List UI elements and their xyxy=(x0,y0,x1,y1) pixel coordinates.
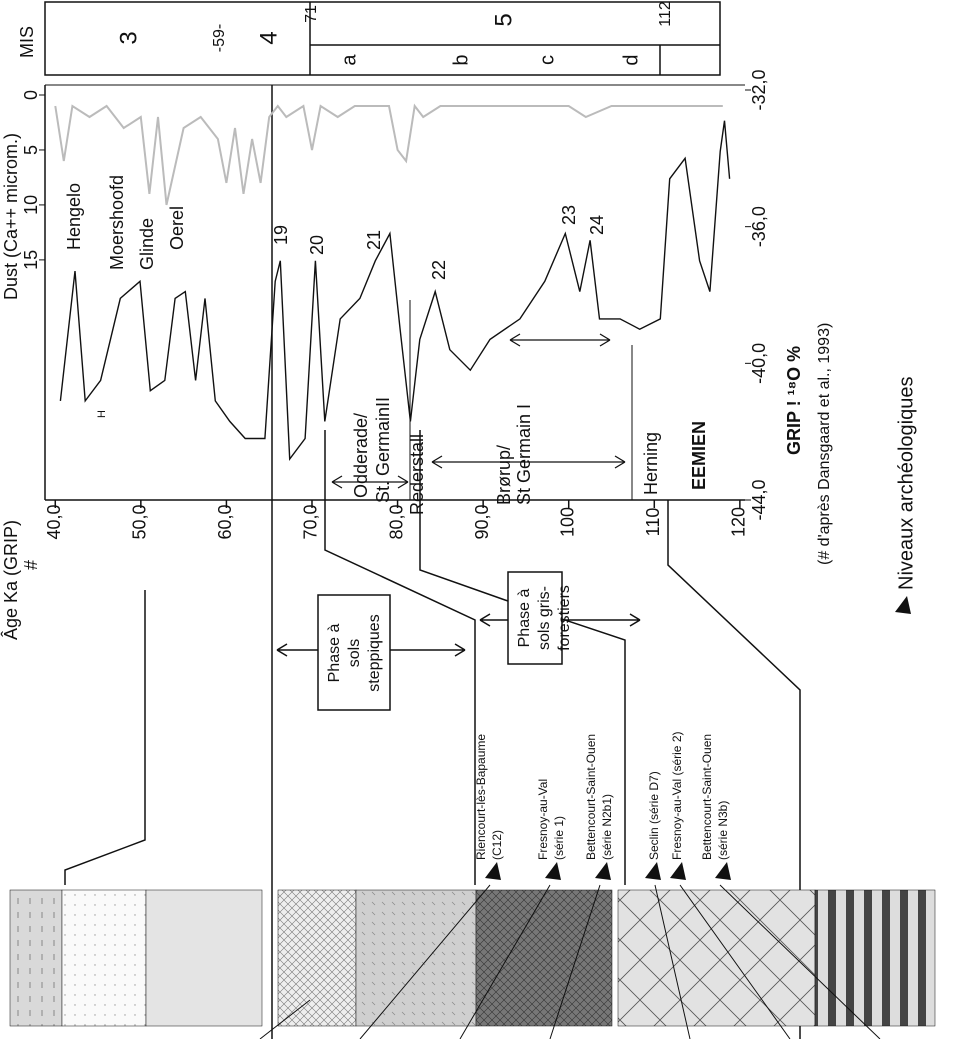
x-tick-label: 80,0 xyxy=(386,504,406,539)
annotation: Brørup/ xyxy=(494,445,514,505)
phase-label: sols gris- xyxy=(536,586,553,650)
x-tick-label: 40,0 xyxy=(44,504,64,539)
site-label: (C12) xyxy=(490,830,504,860)
phase-label: Phase à xyxy=(516,589,533,648)
x-tick-label: 50,0 xyxy=(130,504,150,539)
mis-substage: d xyxy=(620,54,642,65)
site-label: (série N2b1) xyxy=(600,794,614,860)
mis-substage: b xyxy=(450,54,472,65)
mis-title: MIS xyxy=(17,26,37,58)
mis-stage: 3 xyxy=(115,31,142,44)
mis-boundary: 71 xyxy=(303,5,320,23)
x-axis-mark: # xyxy=(21,560,41,570)
y2-tick-label: 15 xyxy=(21,250,41,270)
site-label: Bettencourt-Saint-Ouen xyxy=(584,734,598,860)
annotation: Rederstall xyxy=(407,434,427,515)
annotation: 20 xyxy=(307,235,327,255)
y-tick-label: -32,0 xyxy=(749,69,769,110)
site-label: Seclin (série D7) xyxy=(647,771,661,860)
y2-axis-title: Dust (Ca++ microm.) xyxy=(1,133,21,300)
mis-stage: 5 xyxy=(490,13,517,26)
annotation: H xyxy=(96,410,108,418)
y-tick-label: -44,0 xyxy=(749,479,769,520)
mis-substage: a xyxy=(338,54,360,66)
y2-tick-label: 5 xyxy=(21,145,41,155)
site-label: (série N3b) xyxy=(716,801,730,860)
annotation: Herning xyxy=(641,432,661,495)
annotation: EEMIEN xyxy=(689,421,709,490)
annotation: Odderade/ xyxy=(351,413,371,498)
series-line xyxy=(54,103,723,206)
x-tick-label: 90,0 xyxy=(472,504,492,539)
annotation: 21 xyxy=(364,230,384,250)
legend-label: Niveaux archéologiques xyxy=(895,377,917,590)
x-axis-title: Âge Ka (GRIP) xyxy=(1,520,21,640)
annotation: Hengelo xyxy=(64,183,84,250)
series-line xyxy=(59,120,731,461)
annotation: St Germain I xyxy=(514,404,534,505)
annotation: 19 xyxy=(271,225,291,245)
annotation: St. GermainII xyxy=(373,397,393,503)
x-tick-label: 110 xyxy=(643,508,663,537)
annotation: 22 xyxy=(429,260,449,280)
y-axis-title: GRIP ! ¹⁸O % xyxy=(784,346,804,455)
phase-label: sols xyxy=(346,639,363,667)
mis-stage: 4 xyxy=(255,31,282,44)
x-tick-label: 70,0 xyxy=(301,504,321,539)
annotation: 23 xyxy=(559,205,579,225)
site-label: Bettencourt-Saint-Ouen xyxy=(700,734,714,860)
mis-boundary: -59- xyxy=(211,24,228,52)
phase-label: forestiers xyxy=(556,585,573,651)
y-tick-label: -40,0 xyxy=(749,343,769,384)
site-label: Riencourt-lès-Bapaume xyxy=(474,734,488,860)
annotation: 24 xyxy=(587,215,607,235)
annotation: Moershoofd xyxy=(107,175,127,270)
y2-tick-label: 0 xyxy=(21,90,41,100)
source-note: (# d'après Dansgaard et al., 1993) xyxy=(816,323,833,565)
annotation: Glinde xyxy=(137,218,157,270)
x-tick-label: 100 xyxy=(557,507,577,537)
site-label: (série 1) xyxy=(552,816,566,860)
mis-boundary: 112 xyxy=(657,1,674,27)
y2-tick-label: 10 xyxy=(21,195,41,215)
x-tick-label: 60,0 xyxy=(215,504,235,539)
annotation: Oerel xyxy=(167,206,187,250)
x-tick-label: 120 xyxy=(729,507,749,537)
site-label: Fresnoy-au-Val xyxy=(536,779,550,860)
phase-label: steppiques xyxy=(366,614,383,691)
y-tick-label: -36,0 xyxy=(749,206,769,247)
phase-label: Phase à xyxy=(326,624,343,683)
site-label: Fresnoy-au-Val (série 2) xyxy=(670,732,684,860)
mis-substage: c xyxy=(536,55,558,65)
layout xyxy=(9,1,936,1039)
